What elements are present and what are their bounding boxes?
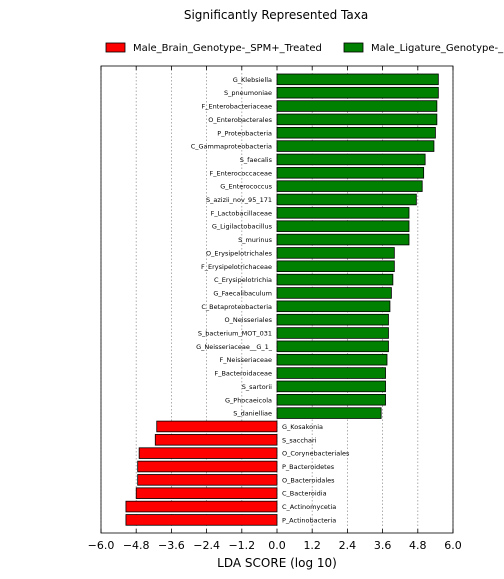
x-tick-label: −3.6 — [158, 539, 185, 552]
bar-label: O_Corynebacteriales — [282, 450, 350, 458]
bar-label: S_pneumoniae — [224, 89, 272, 97]
bar — [276, 180, 423, 192]
bar-label: F_Enterobacteriaceae — [201, 103, 272, 111]
bar — [276, 233, 410, 246]
bar — [276, 127, 436, 139]
bar-label: F_Neisseriaceae — [220, 356, 272, 364]
bar — [125, 514, 278, 526]
plot-area: G_Klebsiella S_pneumoniae F_Enterobacteria… — [88, 65, 462, 552]
bar-label: G_Enterococcus — [220, 183, 272, 191]
bar-label: S_bacterium_MOT_031 — [198, 330, 272, 338]
x-tick-label: −6.0 — [88, 539, 115, 552]
bar-label: F_Enterococcaceae — [209, 169, 272, 177]
bar-label: C_Bacteroidia — [282, 490, 327, 498]
bar — [276, 260, 395, 272]
legend-label-ligature: Male_Ligature_Genotype-_ — [371, 43, 504, 54]
bar — [156, 420, 278, 433]
bar-label: G_Faecalibaculum — [213, 289, 272, 297]
x-tick-label: −1.2 — [228, 539, 255, 552]
chart-title: Significantly Represented Taxa — [184, 8, 368, 22]
bar — [276, 300, 391, 313]
bar — [125, 500, 278, 513]
bar-label: S_danielliae — [233, 410, 272, 418]
bar — [276, 100, 438, 112]
bar — [276, 407, 382, 419]
bar — [276, 340, 389, 353]
bar — [135, 487, 278, 499]
x-axis-label: LDA SCORE (log 10) — [217, 556, 337, 570]
bar — [276, 113, 438, 126]
bar — [276, 73, 439, 86]
bar-label: G_Klebsiella — [233, 76, 272, 84]
bar-label: G_Phocaeicola — [225, 396, 272, 404]
legend: Male_Brain_Genotype-_SPM+_Treated Male_L… — [105, 42, 504, 54]
bar — [276, 367, 386, 379]
plot-frame — [100, 65, 454, 534]
bar — [138, 447, 278, 459]
bar-label: F_Bacteroidaceae — [214, 370, 272, 378]
bar-label: F_Erysipelotrichaceae — [201, 263, 272, 271]
x-tick-label: −2.4 — [193, 539, 220, 552]
bar — [276, 247, 395, 259]
bar — [276, 153, 426, 166]
bar — [137, 474, 278, 486]
bar-label: C_Erysipelotrichia — [214, 276, 272, 284]
bar-label: C_Actinomycetia — [282, 503, 336, 511]
bar — [276, 327, 389, 339]
bar-label: C_Betaproteobacteria — [201, 303, 272, 311]
bar — [276, 220, 410, 232]
bar-label: S_faecalis — [240, 156, 273, 164]
bar — [276, 207, 410, 219]
bar — [276, 380, 386, 393]
x-tick-label: 4.8 — [409, 539, 427, 552]
bar — [276, 86, 439, 99]
bar-label: G_Ligilactobacillus — [212, 223, 273, 231]
bar-label: F_Lactobacillaceae — [211, 209, 272, 217]
legend-swatch-ligature — [343, 42, 364, 53]
bar-label: C_Gammaproteobacteria — [191, 143, 272, 151]
bar-label: S_murinus — [238, 236, 273, 244]
bar — [276, 353, 388, 366]
legend-label-brain: Male_Brain_Genotype-_SPM+_Treated — [133, 43, 322, 54]
bar-label: P_Bacteroidetes — [282, 463, 335, 471]
bar — [154, 434, 278, 446]
bar-label: P_Proteobacteria — [217, 129, 272, 137]
bar — [276, 140, 435, 152]
bar-label: O_Bacteroidales — [282, 476, 335, 484]
x-tick-label: 6.0 — [444, 539, 462, 552]
x-tick-label: −4.8 — [123, 539, 150, 552]
legend-swatch-brain — [105, 42, 126, 53]
bar-label: G_Neisseriaceae__G_1_ — [196, 343, 273, 351]
bar-label: S_sartorii — [242, 383, 272, 391]
bar-label: P_Actinobacteria — [282, 516, 336, 524]
bar-label: S_azizii_nov_95_171 — [206, 196, 272, 204]
bar-label: O_Enterobacterales — [208, 116, 272, 124]
bar — [276, 313, 389, 326]
bar-label: O_Neisseriales — [225, 316, 273, 324]
bar-label: G_Kosakonia — [282, 423, 323, 431]
bar — [276, 193, 417, 206]
bar — [276, 393, 386, 406]
x-tick-label: 1.2 — [303, 539, 321, 552]
x-tick-label: 0.0 — [268, 539, 286, 552]
bar — [137, 460, 278, 473]
bar — [276, 167, 425, 179]
x-tick-label: 3.6 — [374, 539, 392, 552]
bar — [276, 273, 394, 286]
bar-label: O_Erysipelotrichales — [206, 249, 273, 257]
x-tick-label: 2.4 — [339, 539, 357, 552]
bar — [276, 287, 392, 299]
bar-label: S_sacchari — [282, 436, 317, 444]
